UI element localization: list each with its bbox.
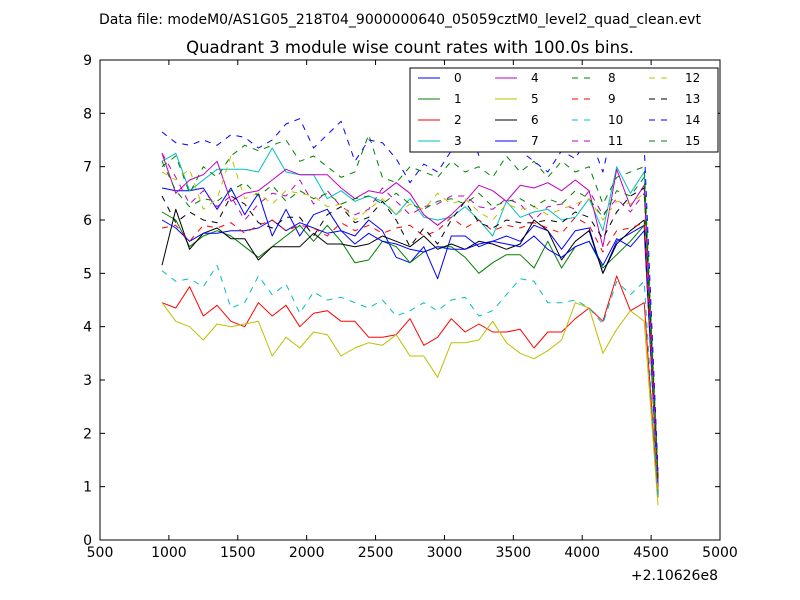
series-line-10 [161,264,659,501]
y-tick-label: 7 [83,160,92,176]
legend-label-14: 14 [685,113,700,127]
legend-label-10: 10 [608,113,623,127]
legend-label-0: 0 [454,71,462,85]
legend-box [409,67,719,153]
legend-label-3: 3 [454,134,462,148]
y-tick-label: 4 [83,320,92,336]
x-tick-label: 4500 [633,545,669,561]
y-tick-label: 0 [83,533,92,549]
y-tick-label: 9 [83,53,92,69]
series-line-14 [161,107,659,471]
plot-frame [99,59,721,541]
x-tick-label: 1500 [220,545,256,561]
series-line-9 [161,216,659,487]
legend-label-11: 11 [608,134,623,148]
y-tick-label: 8 [83,106,92,122]
series-line-4 [161,153,659,482]
y-tick-label: 1 [83,480,92,496]
y-tick-label: 6 [83,213,92,229]
x-tick-label: 500 [87,545,114,561]
legend-label-13: 13 [685,92,700,106]
x-tick-label: 2500 [358,545,394,561]
series-line-12 [161,155,659,493]
x-tick-label: 5000 [702,545,738,561]
x-axis-offset-label: +2.10626e8 [631,568,718,584]
series-line-6 [161,208,659,487]
x-tick-label: 1000 [151,545,187,561]
legend-label-6: 6 [531,113,539,127]
series-line-13 [161,187,659,479]
x-tick-label: 2000 [289,545,325,561]
x-axis: 500 1000 1500 2000 2500 3000 3500 4000 4500 5000 [87,60,738,561]
legend-label-2: 2 [454,113,462,127]
chart-suptitle: Data file: modeM0/AS1G05_218T04_90000006… [99,12,701,28]
legend-label-8: 8 [608,71,616,85]
series-layer [161,107,659,506]
legend-label-4: 4 [531,71,539,85]
y-tick-label: 3 [83,373,92,389]
series-line-2 [161,275,659,498]
legend-label-9: 9 [608,92,616,106]
series-line-7 [161,219,659,490]
series-line-3 [161,147,659,490]
legend-label-12: 12 [685,71,700,85]
y-tick-label: 2 [83,426,92,442]
legend-label-7: 7 [531,134,539,148]
series-line-8 [161,134,659,477]
y-tick-label: 5 [83,266,92,282]
legend-label-15: 15 [685,134,700,148]
x-tick-label: 3000 [427,545,463,561]
x-tick-label: 3500 [496,545,532,561]
series-line-5 [161,302,659,506]
legend-label-5: 5 [531,92,539,106]
chart-title: Quadrant 3 module wise count rates with … [186,38,634,57]
legend-label-1: 1 [454,92,462,106]
x-tick-label: 4000 [564,545,600,561]
